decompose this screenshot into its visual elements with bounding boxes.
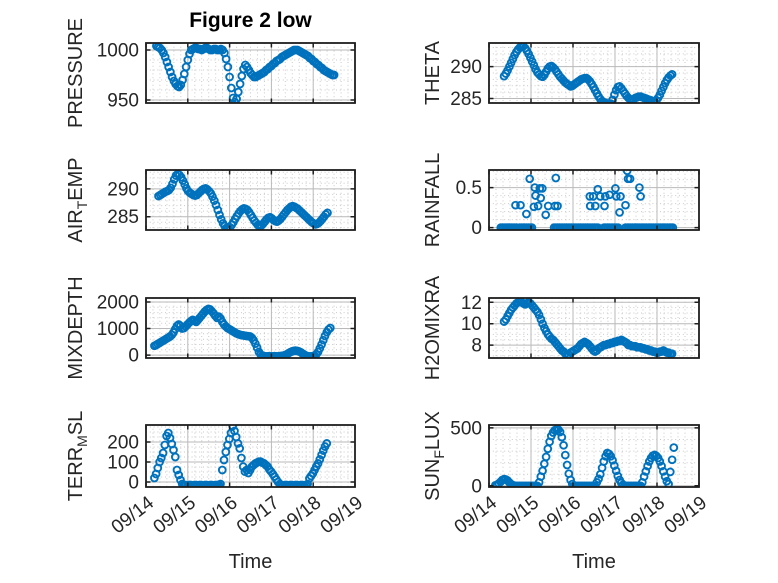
x-tick-label: 09/14	[108, 492, 159, 538]
axes-box	[488, 297, 700, 359]
axis-ticks	[488, 425, 700, 487]
y-tick-label: 290	[450, 57, 482, 78]
grid-major	[146, 170, 355, 230]
x-tick-label: 09/18	[619, 492, 669, 538]
ylabel-terr_msl: TERRMSL	[65, 410, 90, 502]
x-tick-label: 09/19	[317, 492, 367, 538]
grid-major	[146, 425, 355, 487]
y-tick-label: 290	[107, 179, 139, 200]
axes-box	[145, 424, 356, 488]
subplot-mixdepth: 0 1000 2000	[97, 293, 356, 367]
axes-box	[145, 42, 356, 104]
y-tick-label: 0	[471, 218, 482, 239]
axis-ticks	[145, 298, 356, 358]
data-series	[150, 304, 335, 358]
x-tick-label: 09/16	[535, 492, 585, 538]
axes-box	[488, 169, 700, 231]
y-tick-label: 0	[128, 346, 139, 367]
subplot-theta: 285 290	[450, 42, 700, 110]
data-series	[150, 425, 332, 487]
grid-minor	[489, 298, 699, 358]
axis-ticks	[488, 298, 700, 358]
xlabel-time-right: Time	[572, 551, 616, 573]
x-tick-label: 09/14	[451, 492, 502, 538]
axis-ticks	[488, 43, 700, 103]
y-tick-label: 1000	[97, 319, 139, 340]
data-series	[152, 43, 339, 103]
data-series	[496, 170, 678, 230]
axis-ticks	[145, 425, 356, 487]
axis-ticks	[145, 170, 356, 230]
data-series	[499, 43, 677, 103]
x-tick-label: 09/16	[191, 492, 241, 538]
y-tick-label: 200	[107, 433, 139, 454]
grid-major	[489, 43, 699, 103]
y-tick-label: 950	[107, 91, 139, 112]
axes-box	[145, 169, 356, 231]
subplot-pressure: 950 1000	[97, 41, 356, 112]
x-tick-label: 09/19	[661, 492, 711, 538]
y-tick-label: 285	[450, 89, 482, 110]
y-tick-label: 500	[450, 418, 482, 439]
subplot-rainfall: 00.5	[456, 169, 700, 239]
xlabel-time-left: Time	[228, 551, 273, 573]
x-tick-label: 09/17	[577, 492, 627, 538]
axis-ticks	[145, 43, 356, 103]
data-series	[499, 298, 677, 358]
x-tick-label: 09/17	[233, 492, 283, 538]
y-tick-label: 1000	[97, 41, 139, 62]
y-tick-label: 12	[461, 293, 482, 314]
y-tick-label: 10	[461, 314, 482, 335]
axes-box	[488, 424, 700, 488]
y-tick-label: 0	[128, 473, 139, 494]
y-tick-label: 0.5	[456, 178, 482, 199]
figure-title: Figure 2 low	[189, 9, 312, 32]
y-tick-label: 8	[471, 336, 482, 357]
x-tick-label: 09/15	[149, 492, 199, 538]
data-series	[154, 170, 332, 230]
data-series	[490, 425, 679, 487]
y-tick-label: 0	[471, 476, 482, 497]
x-tick-label: 09/18	[275, 492, 325, 538]
axes-box	[488, 42, 700, 104]
x-tick-label: 09/15	[493, 492, 543, 538]
y-tick-label: 2000	[97, 293, 139, 314]
axis-ticks	[488, 170, 700, 230]
ylabel-sun_flux: SUNFLUX	[422, 411, 447, 501]
y-tick-label: 285	[107, 207, 139, 228]
y-tick-label: 100	[107, 453, 139, 474]
